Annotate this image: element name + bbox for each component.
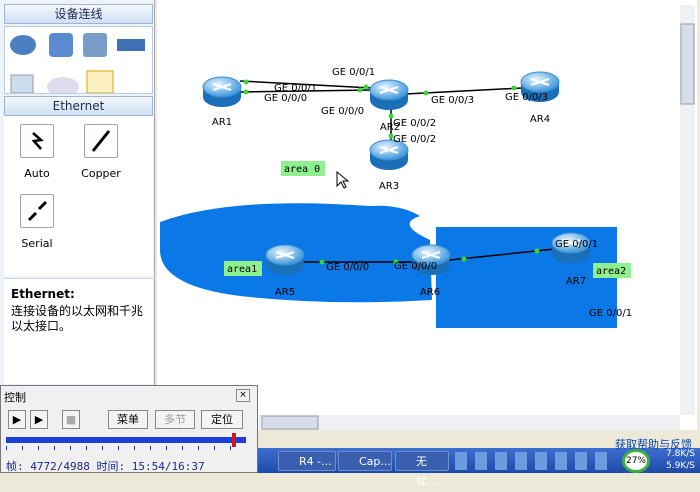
progress-ticks [6,446,246,450]
upload-speed: 7.8K/S [666,449,695,459]
status-text: 帧: 4772/4988 时间: 15:54/16:37 [6,460,205,473]
device-icon-set [10,33,145,97]
taskbar-item[interactable]: 无标... [395,451,449,488]
interface-label: GE 0/0/1 [589,308,632,319]
interface-label: GE 0/0/0 [264,93,307,104]
link [239,80,373,89]
interface-label: GE 0/0/1 [332,67,375,78]
router[interactable] [369,79,409,111]
interface-label: GE 0/0/0 [394,261,437,272]
area-label: area2 [596,266,626,277]
auto-cable[interactable] [20,124,54,158]
cable-label: Auto [24,167,50,180]
description-box [4,278,153,384]
area-tag [593,263,631,278]
interface-label: GE 0/0/0 [326,262,369,273]
control-window [0,385,258,473]
progress-bar[interactable] [6,437,246,443]
serial-cable[interactable] [20,194,54,228]
cable-icon[interactable] [86,70,114,94]
interface-label: GE 0/0/2 [393,118,436,129]
router-label: AR1 [212,117,232,128]
device-icons [4,26,153,97]
interface-label: GE 0/0/1 [274,83,317,94]
panel-header: 设备连线 [4,4,153,24]
router[interactable] [265,244,305,276]
link [239,89,373,93]
interface-label: GE 0/0/0 [321,106,364,117]
tray-icons [455,452,615,470]
hub-icon [117,39,145,51]
mouse-cursor [336,170,350,189]
area-label: area 0 [284,164,320,175]
progress-marker[interactable] [232,433,236,447]
description-text: 连接设备的以太网和千兆以太接口。 [11,304,144,333]
router-label: AR6 [420,287,440,298]
interface-labels: GE 0/0/1 GE 0/0/1 GE 0/0/0 GE 0/0/0 GE 0… [264,67,632,319]
interface-label: GE 0/0/2 [393,134,436,145]
close-button[interactable]: × [236,389,250,402]
cable-label: Serial [21,237,53,250]
firewall-icon [83,33,107,57]
icon [31,132,44,150]
router-label: AR7 [566,276,586,287]
scroll-thumb[interactable] [680,23,695,105]
icon [91,130,111,152]
stop-button: ■ [62,410,80,429]
control-title: 控制 [4,391,26,404]
area-tag [224,261,262,276]
play-button[interactable]: ▶ [8,410,26,429]
scroll-thumb[interactable] [261,415,319,430]
vertical-scrollbar[interactable] [680,5,695,415]
taskbar-item[interactable]: Cap... [338,451,392,471]
router-label: AR3 [379,181,399,192]
cloud-icon [47,77,79,97]
interface-label: GE 0/0/3 [431,95,474,106]
area-tag [281,161,325,176]
help-link[interactable]: 获取帮助与反馈 [615,438,692,451]
description-title: Ethernet: [11,287,75,301]
panel-header: Ethernet [4,96,153,116]
topology-canvas[interactable]: AR1 AR2 AR3 AR4 AR5 AR6 AR7 GE 0/0/1 GE … [157,0,697,430]
menu-button[interactable]: 菜单 [108,410,148,429]
taskbar-item[interactable]: R4 -... [278,451,336,471]
switch-icon [49,33,73,57]
step-button[interactable]: ▶ [30,410,48,429]
pc-icon [10,74,34,94]
multi-button: 多节 [155,410,195,429]
cpu-meter: 27% [622,449,650,473]
copper-cable[interactable] [84,124,118,158]
router-label: AR5 [275,287,295,298]
router[interactable] [202,76,242,108]
cable-label: Copper [81,167,121,180]
interface-label: GE 0/0/3 [505,92,548,103]
port-dots [243,79,540,265]
download-speed: 5.9K/S [666,461,695,471]
icon [27,200,48,222]
locate-button[interactable]: 定位 [201,410,243,429]
interface-label: GE 0/0/1 [555,239,598,250]
router-label: AR2 [380,122,400,133]
router-labels: AR1 AR2 AR3 AR4 AR5 AR6 AR7 [212,114,586,298]
router-icon [10,35,36,55]
router-label: AR4 [530,114,550,125]
area-label: area1 [227,264,257,275]
